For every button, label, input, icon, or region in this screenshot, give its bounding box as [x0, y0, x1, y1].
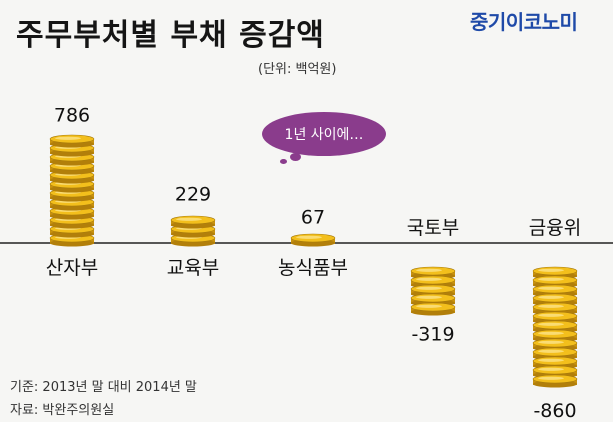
speech-bubble: 1년 사이에… [262, 112, 386, 156]
data-label: -319 [411, 323, 454, 345]
basis-note: 기준: 2013년 말 대비 2014년 말 [10, 380, 197, 395]
chart-title: 주무부처별 부채 증감액 [16, 18, 325, 53]
category-label: 산자부 [46, 257, 98, 279]
coin-mark [532, 374, 578, 388]
coin-mark [410, 302, 456, 316]
coin-mark [170, 215, 216, 229]
annotation-text: 1년 사이에… [284, 127, 364, 143]
unit-label: (단위: 백억원) [258, 62, 337, 77]
data-label: -860 [533, 400, 576, 422]
category-label: 농식품부 [278, 257, 348, 279]
coin-mark [290, 233, 336, 247]
brand-logo: 중기이코노미 [470, 10, 578, 34]
bubble-tail-dot [280, 159, 287, 164]
category-label: 금융위 [529, 217, 581, 239]
data-label: 786 [54, 104, 90, 126]
coin-mark [49, 134, 95, 148]
data-label: 67 [301, 206, 325, 228]
category-label: 교육부 [167, 257, 219, 279]
source-note: 자료: 박완주의원실 [10, 403, 115, 418]
category-label: 국토부 [407, 217, 459, 239]
data-label: 229 [175, 183, 211, 205]
bubble-tail-dot [290, 153, 301, 161]
